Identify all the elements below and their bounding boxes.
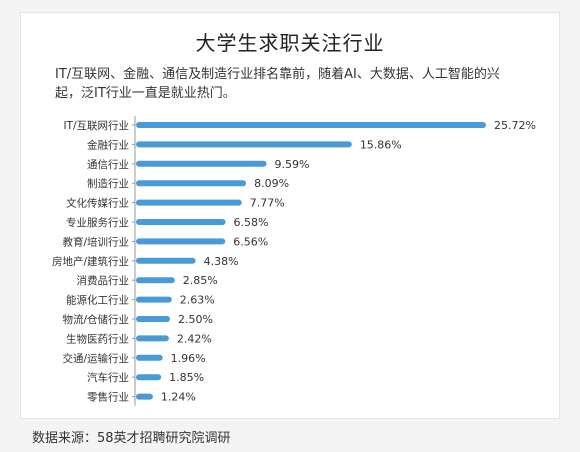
category-label: IT/互联网行业 xyxy=(63,119,129,132)
value-label: 2.50% xyxy=(178,313,213,326)
value-label: 2.63% xyxy=(180,294,215,307)
chart-title: 大学生求职关注行业 xyxy=(195,31,385,55)
category-label: 金融行业 xyxy=(87,138,129,151)
category-label: 房地产/建筑行业 xyxy=(52,255,129,268)
bar xyxy=(136,393,153,400)
data-source: 数据来源：58英才招聘研究院调研 xyxy=(32,431,231,446)
bar xyxy=(136,122,486,128)
category-label: 文化传媒行业 xyxy=(66,197,129,210)
bar xyxy=(136,219,226,225)
chart-subtitle: IT/互联网、金融、通信及制造行业排名靠前，随着AI、大数据、人工智能的兴起，泛… xyxy=(55,67,500,101)
value-label: 1.85% xyxy=(169,371,204,384)
value-label: 1.96% xyxy=(171,352,206,365)
category-label: 物流/仓储行业 xyxy=(62,313,129,326)
bar xyxy=(136,257,196,264)
value-label: 2.85% xyxy=(183,274,218,287)
category-label: 制造行业 xyxy=(87,177,129,190)
category-label: 生物医药行业 xyxy=(66,332,129,345)
category-label: 交通/运输行业 xyxy=(62,352,129,365)
value-label: 9.59% xyxy=(275,158,310,171)
value-label: 15.86% xyxy=(360,138,402,151)
value-label: 8.09% xyxy=(254,177,289,190)
bar xyxy=(136,296,172,303)
value-label: 6.56% xyxy=(233,235,268,248)
category-label: 消费品行业 xyxy=(77,274,130,287)
chart-card: 大学生求职关注行业 IT/互联网、金融、通信及制造行业排名靠前，随着AI、大数据… xyxy=(20,12,560,419)
category-label: 教育/培训行业 xyxy=(62,235,129,248)
value-label: 6.58% xyxy=(234,216,269,229)
bar xyxy=(136,316,171,322)
value-label: 7.77% xyxy=(250,197,285,210)
bar xyxy=(136,160,267,167)
bar xyxy=(136,141,352,148)
category-label: 专业服务行业 xyxy=(66,216,129,229)
value-label: 4.38% xyxy=(204,255,239,268)
bar xyxy=(136,335,169,342)
category-label: 通信行业 xyxy=(87,158,129,171)
category-label: 汽车行业 xyxy=(87,371,129,384)
bar xyxy=(136,354,163,361)
bar xyxy=(136,180,247,187)
bar xyxy=(136,277,175,284)
value-label: 1.24% xyxy=(161,391,196,404)
value-label: 2.42% xyxy=(177,332,212,345)
bar xyxy=(136,199,242,206)
bar xyxy=(136,374,162,381)
value-label: 25.72% xyxy=(494,119,536,132)
bar xyxy=(136,238,226,245)
category-label: 能源化工行业 xyxy=(66,294,129,307)
category-label: 零售行业 xyxy=(87,391,129,404)
